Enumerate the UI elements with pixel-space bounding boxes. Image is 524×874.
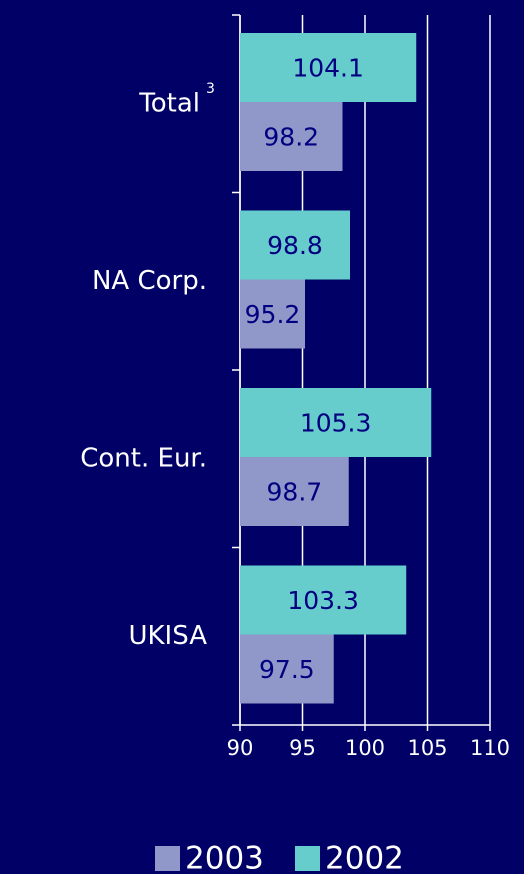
y-tick-label: NA Corp. bbox=[92, 266, 207, 296]
data-label: 103.3 bbox=[287, 586, 359, 615]
bar bbox=[240, 457, 349, 526]
bar bbox=[240, 102, 343, 171]
data-label: 95.2 bbox=[245, 300, 301, 329]
bar bbox=[240, 565, 407, 635]
data-label: 104.1 bbox=[292, 54, 364, 83]
data-label: 98.8 bbox=[267, 231, 323, 260]
data-label: 98.7 bbox=[267, 478, 323, 507]
x-tick-label: 90 bbox=[227, 736, 254, 760]
bar bbox=[240, 279, 305, 349]
superscript: 3 bbox=[206, 81, 215, 97]
legend-label: 2002 bbox=[325, 841, 404, 874]
legend-swatch bbox=[155, 846, 180, 871]
data-label: 97.5 bbox=[259, 655, 315, 684]
bar bbox=[240, 388, 432, 457]
y-tick-label: UKISA bbox=[128, 621, 207, 651]
legend-swatch bbox=[295, 846, 320, 871]
x-tick-label: 100 bbox=[345, 736, 385, 760]
x-tick-label: 105 bbox=[407, 736, 447, 760]
y-tick-label: Total bbox=[138, 88, 200, 118]
y-tick-label: Cont. Eur. bbox=[80, 443, 207, 473]
bar bbox=[240, 210, 350, 280]
legend-label: 2003 bbox=[185, 841, 264, 874]
bar bbox=[240, 33, 417, 102]
data-label: 105.3 bbox=[300, 409, 372, 438]
data-label: 98.2 bbox=[263, 123, 319, 152]
bar bbox=[240, 634, 334, 704]
x-tick-label: 95 bbox=[289, 736, 316, 760]
x-tick-label: 110 bbox=[470, 736, 510, 760]
